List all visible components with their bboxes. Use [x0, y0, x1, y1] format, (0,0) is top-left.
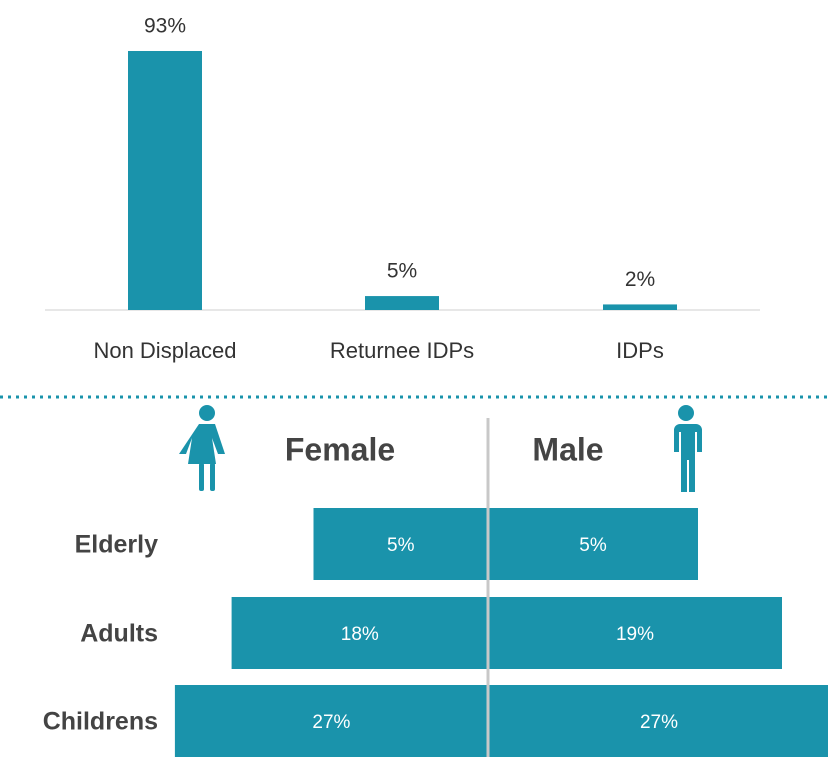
x-tick-label: Non Displaced — [93, 338, 236, 363]
bar-value-label: 27% — [640, 712, 678, 733]
bar — [174, 685, 488, 757]
bar-value-label: 18% — [341, 624, 379, 645]
female-icon — [179, 405, 225, 491]
bar — [313, 508, 488, 580]
bar-value-label: 27% — [312, 712, 350, 733]
bar-value-label: 5% — [387, 535, 415, 556]
bar — [365, 296, 439, 310]
x-tick-label: Returnee IDPs — [330, 338, 474, 363]
bar — [603, 304, 677, 310]
bar — [231, 597, 488, 669]
row-label: Adults — [80, 620, 158, 648]
row-label: Childrens — [43, 708, 158, 736]
bar — [128, 50, 202, 311]
bar-value-label: 2% — [625, 268, 655, 291]
bar — [488, 508, 698, 580]
x-tick-label: IDPs — [616, 338, 664, 363]
bar-value-label: 5% — [387, 260, 417, 283]
bar-value-label: 5% — [579, 535, 607, 556]
bar — [488, 597, 782, 669]
legend-label: Female — [285, 431, 395, 467]
bar-value-label: 93% — [144, 15, 186, 38]
male-icon — [674, 405, 702, 492]
bar-value-label: 19% — [616, 624, 654, 645]
bar — [488, 685, 828, 757]
row-label: Elderly — [75, 531, 158, 559]
legend-label: Male — [532, 431, 603, 467]
